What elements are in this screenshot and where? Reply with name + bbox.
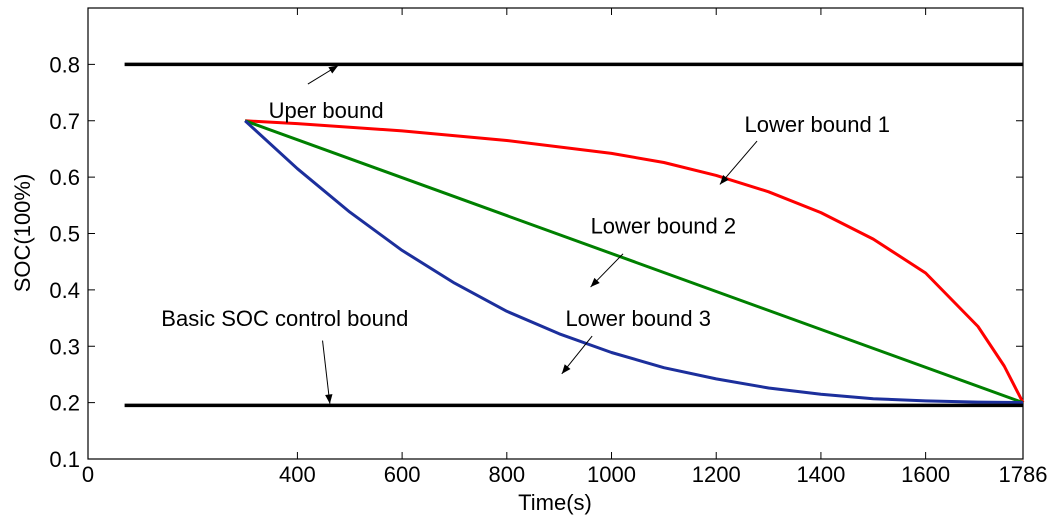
annotation-basic: Basic SOC control bound (161, 306, 408, 331)
ticks: 0 400 600 800 1000 1200 1400 1600 1786 0.1 0.2 0.3 0… (49, 8, 1047, 487)
series-line-lower2 (244, 119, 1024, 405)
x-tick-label: 0 (82, 462, 94, 487)
series-line-lower3 (244, 119, 1024, 405)
x-tick-label: 400 (279, 462, 316, 487)
x-tick-label: 1786 (999, 462, 1048, 487)
y-tick-label: 0.1 (49, 447, 80, 472)
x-tick-label: 1000 (587, 462, 636, 487)
series-lines (124, 62, 1025, 408)
annotation-upper: Uper bound (269, 98, 384, 123)
annotation-arrow-lower1 (719, 140, 758, 185)
annotation-lower2: Lower bound 2 (591, 214, 737, 239)
annotation-arrowhead-lower1 (719, 174, 729, 185)
annotation-arrow-basic (322, 340, 331, 404)
x-tick-label: 600 (384, 462, 421, 487)
annotation-arrowhead-basic (325, 394, 333, 404)
y-tick-label: 0.8 (49, 52, 80, 77)
y-tick-label: 0.6 (49, 165, 80, 190)
annotation-lower1: Lower bound 1 (744, 112, 890, 137)
x-tick-label: 800 (488, 462, 525, 487)
annotation-arrowhead-upper (328, 65, 339, 74)
x-tick-label: 1200 (692, 462, 741, 487)
annotations: Uper bound Lower bound 1 Lower bound 2 Lowe… (161, 65, 890, 404)
x-tick-label: 1400 (796, 462, 845, 487)
y-tick-label: 0.5 (49, 222, 80, 247)
y-tick-label: 0.4 (49, 278, 80, 303)
annotation-arrowhead-lower3 (561, 364, 571, 374)
y-tick-label: 0.3 (49, 334, 80, 359)
y-tick-label: 0.7 (49, 109, 80, 134)
x-tick-label: 1600 (901, 462, 950, 487)
annotation-lower3: Lower bound 3 (565, 306, 711, 331)
annotation-arrowhead-lower2 (590, 277, 600, 288)
y-axis-label: SOC(100%) (10, 174, 35, 293)
x-axis-label: Time(s) (518, 490, 592, 515)
y-tick-label: 0.2 (49, 391, 80, 416)
series-line-lower1 (245, 119, 1025, 404)
